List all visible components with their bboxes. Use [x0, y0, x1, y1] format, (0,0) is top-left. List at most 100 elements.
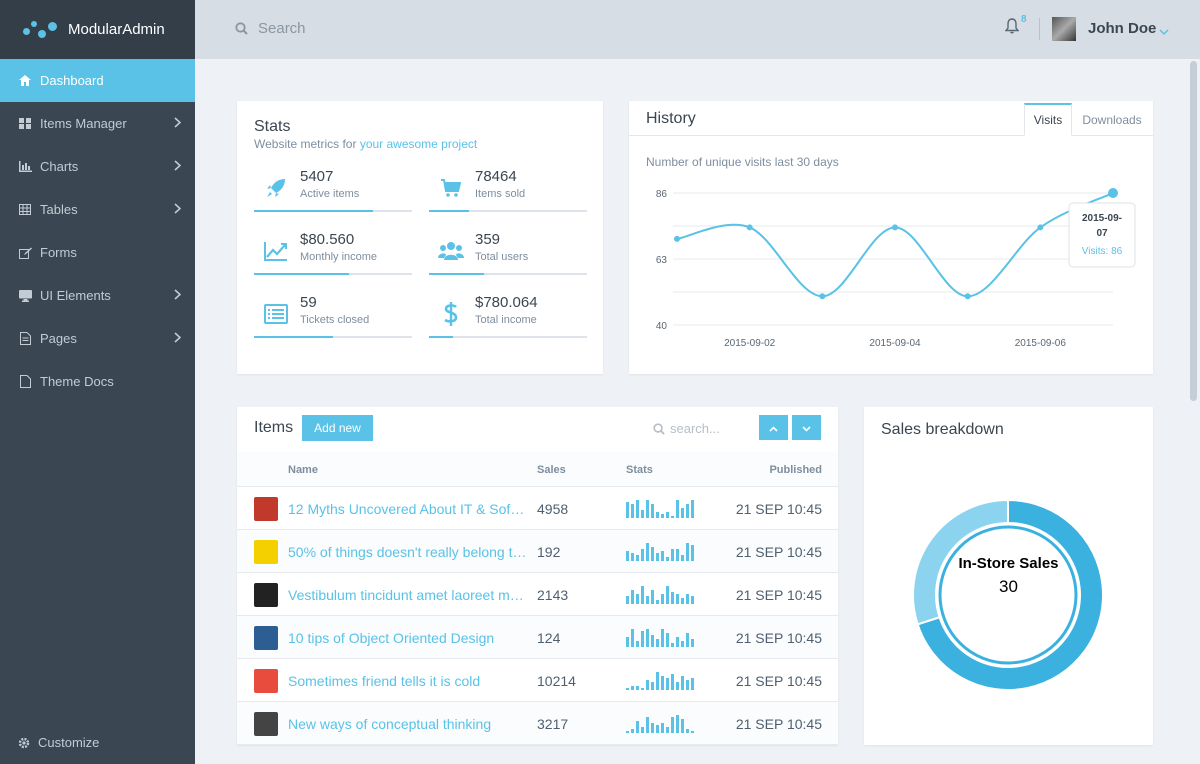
- sidebar-item-charts[interactable]: Charts: [0, 145, 195, 188]
- spark-bar: [636, 594, 639, 604]
- spark-bar: [666, 586, 669, 604]
- spark-bar: [651, 723, 654, 733]
- stat-monthly-income: $80.560 Monthly income: [254, 225, 412, 275]
- item-stats-sparkbar: [626, 500, 694, 518]
- x-tick-label: 2015-09-02: [724, 338, 776, 349]
- table-row[interactable]: Sometimes friend tells it is cold 10214 21…: [237, 659, 838, 702]
- spark-bar: [691, 596, 694, 604]
- spark-bar: [641, 586, 644, 604]
- spark-bar: [656, 553, 659, 561]
- item-name-link[interactable]: 50% of things doesn't really belong to y…: [288, 544, 528, 560]
- items-table-header: Name Sales Stats Published: [237, 452, 838, 487]
- data-point[interactable]: [1037, 224, 1044, 231]
- spark-bar: [661, 629, 664, 647]
- spark-bar: [626, 502, 629, 518]
- spark-bar: [641, 688, 644, 690]
- spark-bar: [671, 592, 674, 604]
- brand[interactable]: ModularAdmin: [0, 0, 195, 59]
- item-thumbnail[interactable]: [254, 497, 278, 521]
- search-input[interactable]: Search: [258, 20, 306, 37]
- stat-label: Total income: [475, 314, 537, 326]
- spark-bar: [646, 500, 649, 518]
- item-thumbnail[interactable]: [254, 540, 278, 564]
- stat-progress-bar: [429, 210, 587, 212]
- items-search[interactable]: search...: [653, 421, 720, 436]
- sidebar-item-label: Dashboard: [40, 73, 104, 88]
- sort-up-button[interactable]: [759, 415, 788, 440]
- tab-downloads[interactable]: Downloads: [1082, 112, 1142, 127]
- data-point[interactable]: [892, 224, 898, 231]
- header-search[interactable]: Search: [235, 20, 306, 37]
- spark-bar: [641, 631, 644, 647]
- sidebar-item-items-manager[interactable]: Items Manager: [0, 102, 195, 145]
- data-point[interactable]: [746, 224, 753, 231]
- item-thumbnail[interactable]: [254, 626, 278, 650]
- column-header-published[interactable]: Published: [769, 464, 822, 476]
- item-name-link[interactable]: Vestibulum tincidunt amet laoreet mauris: [288, 587, 528, 603]
- sidebar-item-forms[interactable]: Forms: [0, 231, 195, 274]
- column-header-stats[interactable]: Stats: [626, 464, 653, 476]
- items-search-input[interactable]: search...: [670, 421, 720, 436]
- bell-icon[interactable]: [1004, 18, 1020, 39]
- donut-segment[interactable]: [912, 498, 1009, 626]
- table-row[interactable]: New ways of conceptual thinking 3217 21 SE…: [237, 702, 838, 745]
- spark-bar: [636, 641, 639, 647]
- history-description: Number of unique visits last 30 days: [646, 155, 839, 169]
- spark-bar: [686, 504, 689, 518]
- username[interactable]: John Doe: [1088, 20, 1157, 37]
- stat-value: $80.560: [300, 231, 355, 248]
- x-tick-label: 2015-09-06: [1015, 338, 1067, 349]
- item-thumbnail[interactable]: [254, 712, 278, 736]
- table-row[interactable]: Vestibulum tincidunt amet laoreet mauris…: [237, 573, 838, 616]
- spark-bar: [656, 639, 659, 647]
- sidebar-item-tables[interactable]: Tables: [0, 188, 195, 231]
- data-point[interactable]: [674, 235, 680, 242]
- donut-segment[interactable]: [916, 498, 1104, 691]
- spark-bar: [656, 725, 659, 733]
- stat-value: 5407: [300, 168, 334, 185]
- customize-button[interactable]: Customize: [18, 735, 99, 750]
- sidebar-item-dashboard[interactable]: Dashboard: [0, 59, 195, 102]
- rocket-icon: [262, 174, 290, 202]
- cart-icon: [437, 174, 465, 202]
- table-row[interactable]: 50% of things doesn't really belong to y…: [237, 530, 838, 573]
- item-name-link[interactable]: Sometimes friend tells it is cold: [288, 673, 481, 689]
- bar-chart-icon: [18, 160, 32, 174]
- y-tick-label: 86: [656, 189, 668, 200]
- data-point[interactable]: [964, 293, 971, 300]
- table-row[interactable]: 12 Myths Uncovered About IT & Software 49…: [237, 487, 838, 530]
- page-scrollbar[interactable]: [1187, 59, 1200, 764]
- tab-visits[interactable]: Visits: [1024, 103, 1072, 136]
- sidebar-item-ui-elements[interactable]: UI Elements: [0, 274, 195, 317]
- data-point[interactable]: [1108, 188, 1118, 198]
- sales-donut-chart: [912, 498, 1104, 691]
- item-name-link[interactable]: 12 Myths Uncovered About IT & Software: [288, 501, 528, 517]
- sidebar-item-pages[interactable]: Pages: [0, 317, 195, 360]
- item-name-link[interactable]: New ways of conceptual thinking: [288, 716, 492, 732]
- sidebar-item-theme-docs[interactable]: Theme Docs: [0, 360, 195, 403]
- add-new-button[interactable]: Add new: [302, 415, 373, 441]
- spark-bar: [671, 516, 674, 518]
- users-icon: [437, 237, 465, 265]
- scrollbar-thumb[interactable]: [1190, 61, 1197, 401]
- stats-project-link[interactable]: your awesome project: [359, 137, 478, 151]
- column-header-name[interactable]: Name: [288, 464, 318, 476]
- item-stats-sparkbar: [626, 715, 694, 733]
- spark-bar: [691, 545, 694, 561]
- brand-logo-icon: [20, 19, 60, 41]
- visits-line-chart: 40 63 86 2015-09-02 2015-09-04 2015-09-06 2015…: [656, 188, 1136, 349]
- item-name-link[interactable]: 10 tips of Object Oriented Design: [288, 630, 495, 646]
- avatar[interactable]: [1052, 17, 1076, 41]
- item-published: 21 SEP 10:45: [735, 630, 822, 646]
- column-header-sales[interactable]: Sales: [537, 464, 566, 476]
- spark-bar: [631, 553, 634, 561]
- table-row[interactable]: 10 tips of Object Oriented Design 124 21 S…: [237, 616, 838, 659]
- item-thumbnail[interactable]: [254, 669, 278, 693]
- chevron-down-icon[interactable]: [1159, 23, 1169, 41]
- sales-breakdown-card: Sales breakdown In-Store Sales 30: [864, 407, 1153, 745]
- item-thumbnail[interactable]: [254, 583, 278, 607]
- sort-down-button[interactable]: [792, 415, 821, 440]
- data-point[interactable]: [819, 293, 826, 300]
- item-published: 21 SEP 10:45: [735, 544, 822, 560]
- spark-bar: [671, 674, 674, 690]
